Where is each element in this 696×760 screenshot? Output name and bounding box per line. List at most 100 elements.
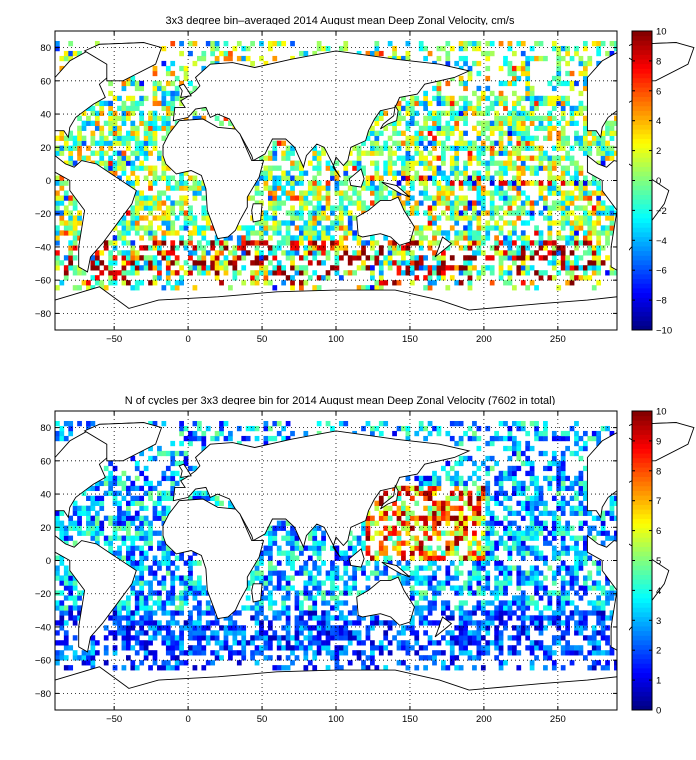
heatmap-cell [285,250,291,256]
heatmap-cell [152,70,158,77]
heatmap-cell [276,550,282,556]
heatmap-cell [529,240,535,246]
heatmap-cell [538,270,544,276]
heatmap-cell [498,165,504,171]
heatmap-cell [259,620,264,626]
heatmap-cell [205,605,211,611]
heatmap-cell [94,115,100,121]
heatmap-cell [117,505,122,511]
heatmap-cell [152,485,158,492]
heatmap-cell [472,175,477,181]
heatmap-cell [196,610,202,616]
heatmap-cell [418,235,424,241]
heatmap-cell [130,100,136,107]
heatmap-cell [529,90,535,97]
heatmap-cell [520,180,526,186]
heatmap-cell [338,645,344,651]
heatmap-cell [503,250,508,256]
heatmap-cell [596,245,602,251]
heatmap-cell [458,235,464,241]
heatmap-cell [609,155,615,161]
heatmap-cell [157,190,162,196]
heatmap-cell [582,180,588,186]
heatmap-cell [223,255,229,261]
heatmap-cell [529,145,535,151]
heatmap-cell [409,620,415,626]
heatmap-cell [157,540,162,546]
heatmap-cell [387,265,393,271]
heatmap-cell [507,280,513,286]
heatmap-cell [383,545,389,551]
heatmap-cell [165,210,171,216]
heatmap-cell [143,605,149,611]
heatmap-cell [427,115,433,121]
heatmap-cell [436,265,442,271]
heatmap-cell [578,170,584,176]
heatmap-cell [59,195,65,201]
x-tick-label: 100 [328,334,344,345]
heatmap-cell [436,55,442,62]
heatmap-cell [591,650,597,656]
heatmap-cell [276,180,282,186]
heatmap-cell [205,220,211,226]
heatmap-cell [441,600,446,606]
heatmap-cell [334,575,340,581]
heatmap-cell [99,260,105,266]
heatmap-cell [587,130,593,136]
heatmap-cell [565,200,570,206]
heatmap-cell [458,210,464,216]
heatmap-cell [498,620,504,626]
heatmap-cell [374,615,380,621]
heatmap-cell [383,635,389,641]
heatmap-cell [228,50,233,57]
heatmap-cell [423,520,428,526]
land-shape [356,196,415,246]
heatmap-cell [578,620,584,626]
heatmap-cell [285,665,291,671]
heatmap-cell [59,220,65,226]
heatmap-cell [192,115,198,121]
heatmap-cell [148,585,153,591]
heatmap-cell [290,660,295,666]
heatmap-cell [148,570,153,576]
heatmap-cell [578,255,584,261]
heatmap-cell [179,580,184,586]
heatmap-cell [117,250,122,256]
heatmap-cell [356,650,362,656]
heatmap-cell [445,600,451,606]
heatmap-cell [179,575,184,581]
heatmap-cell [409,185,415,191]
heatmap-cell [614,500,619,506]
heatmap-cell [503,490,508,497]
heatmap-cell [299,620,304,626]
heatmap-cell [143,565,149,571]
heatmap-cell [449,215,455,221]
heatmap-cell [281,150,287,156]
heatmap-cell [591,660,597,666]
heatmap-cell [303,270,309,276]
heatmap-cell [183,220,189,226]
heatmap-cell [449,205,455,211]
heatmap-cell [59,655,65,661]
heatmap-cell [285,190,291,196]
heatmap-cell [55,565,60,571]
heatmap-cell [574,135,579,141]
heatmap-cell [525,180,531,186]
heatmap-cell [489,205,495,211]
heatmap-cell [596,650,602,656]
heatmap-cell [534,485,539,492]
heatmap-cell [467,245,473,251]
heatmap-cell [108,80,113,87]
heatmap-cell [161,210,167,216]
heatmap-cell [370,615,375,621]
heatmap-cell [174,640,180,646]
heatmap-cell [294,595,300,601]
heatmap-cell [507,555,513,561]
heatmap-cell [356,640,362,646]
heatmap-cell [574,220,579,226]
heatmap-cell [569,55,575,62]
heatmap-cell [241,645,247,651]
heatmap-cell [543,500,548,506]
heatmap-cell [321,595,326,601]
heatmap-cell [582,555,588,561]
